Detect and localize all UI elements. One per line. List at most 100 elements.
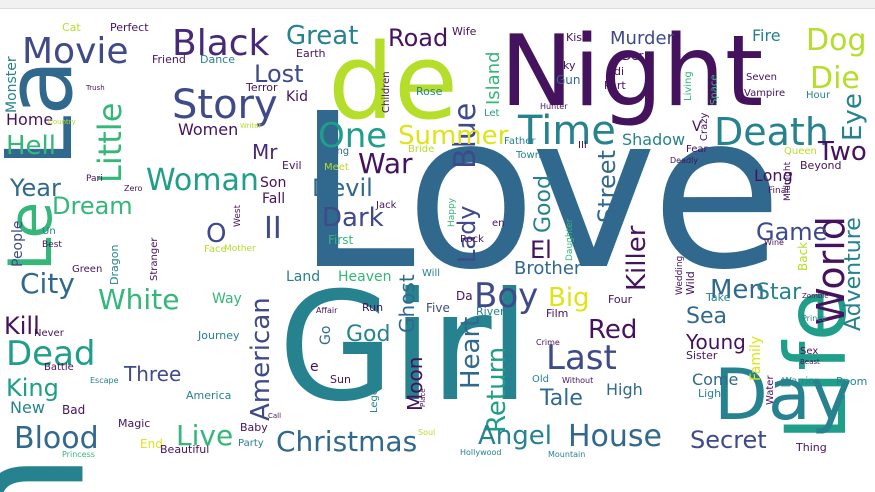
cloud-word-god: God [346,322,391,347]
cloud-word-home: Home [6,110,54,129]
cloud-word-star: Star [756,280,802,305]
cloud-word-little: Little [91,102,129,183]
cloud-word-murder: Murder [610,28,674,49]
cloud-word-kiss: Kiss [566,31,588,44]
cloud-word-dog: Dog [806,23,867,58]
cloud-word-friend: Friend [152,53,186,66]
cloud-word-boy: Boy [474,276,539,316]
cloud-word-party: Party [238,438,264,449]
cloud-word-kill: Kill [4,312,40,340]
cloud-word-best: Best [42,240,62,250]
cloud-word-journey: Journey [198,329,240,342]
cloud-word-without: Without [562,376,594,385]
cloud-word-beautiful: Beautiful [160,443,210,456]
cloud-word-final: Final [768,186,789,196]
cloud-word-angel: Angel [478,421,552,451]
cloud-word-three: Three [124,362,182,386]
cloud-word-kid: Kid [286,89,308,105]
cloud-word-white: White [98,283,180,316]
cloud-word-adventure: Adventure [841,217,866,331]
cloud-word-monster: Monster [4,56,20,113]
cloud-word-go: Go [318,325,334,345]
cloud-word-hunter: Hunter [540,102,568,111]
cloud-word-dance: Dance [200,53,235,66]
cloud-word-pari: Pari [86,174,103,184]
cloud-word-affair: Affair [316,306,338,315]
cloud-word-back: Back [796,241,810,271]
cloud-word-shadow: Shadow [622,130,686,149]
cloud-word-di: di [614,65,625,78]
cloud-word-long: Long [754,166,793,185]
cloud-word-beast: Beast [800,358,820,366]
cloud-word-face: Face [204,244,227,255]
cloud-word-thing: Thing [796,441,827,454]
cloud-word-fire: Fire [752,26,781,45]
cloud-word-el: El [530,236,552,264]
cloud-word-red: Red [588,315,638,345]
cloud-word-iii: III [578,140,587,151]
cloud-word-o: O [206,219,227,249]
cloud-word-summer: Summer [398,121,509,151]
cloud-word-sun: Sun [330,373,351,386]
cloud-word-wild: Wild [684,271,697,295]
cloud-word-wife: Wife [452,25,477,38]
cloud-word-vampire: Vampire [744,88,786,99]
cloud-word-first: First [328,233,354,247]
cloud-word-magic: Magic [118,417,151,430]
cloud-word-tale: Tale [540,386,583,411]
cloud-word-battle: Battle [44,362,74,373]
cloud-word-princess: Princess [62,450,95,459]
cloud-word-ghost: Ghost [395,274,419,333]
cloud-word-good: Good [531,175,556,233]
cloud-word-bad: Bad [62,403,86,417]
cloud-word-der: Der [622,49,644,63]
cloud-word-killer: Killer [622,225,652,291]
cloud-word-living: Living [683,71,694,101]
cloud-word-seven: Seven [746,72,777,83]
cloud-word-movie: Movie [22,31,129,72]
cloud-word-rock: Rock [460,234,484,245]
cloud-word-heart: Heart [456,316,486,389]
cloud-word-night: Night [500,15,764,129]
cloud-word-lost: Lost [254,60,304,88]
cloud-word-town: Town [516,150,542,161]
cloud-word-da: Da [456,289,473,303]
cloud-word-soul: Soul [418,428,436,437]
cloud-word-die: Die [810,61,860,96]
cloud-word-sister: Sister [686,349,718,362]
cloud-word-women: Women [178,120,239,139]
cloud-word-happy: Happy [447,197,457,227]
cloud-word-bride: Bride [408,144,435,155]
cloud-word-zombie: Zombie [802,292,829,300]
cloud-word-fear: Fear [686,144,708,155]
cloud-word-blood: Blood [14,421,99,456]
cloud-word-earth: Earth [296,47,326,60]
cloud-word-sex: Sex [800,346,819,357]
cloud-word-ii: II [264,211,282,246]
cloud-word-one: One [318,116,388,156]
cloud-word-house: House [568,419,663,454]
cloud-word-hell: Hell [6,131,56,161]
cloud-word-un: Un [42,226,56,237]
cloud-word-america: America [186,389,232,402]
cloud-word-road: Road [388,24,449,52]
cloud-word-take: Take [706,291,731,304]
cloud-word-song: Song [324,146,350,157]
cloud-word-evil: Evil [282,159,302,172]
cloud-word-devil: Devil [312,174,373,202]
cloud-word-story: Story [172,82,278,128]
cloud-word-trush: Trush [86,84,105,92]
cloud-word-prince: Prince [802,314,827,323]
cloud-word-wine: Wine [764,238,784,247]
cloud-word-place: Place [419,388,427,407]
cloud-word-escape: Escape [90,376,119,385]
cloud-word-will: Will [422,268,441,279]
cloud-word-stranger: Stranger [149,237,160,281]
cloud-word-year: Year [10,174,61,202]
cloud-word-legend: Legend [369,376,380,413]
cloud-word-woman: Woman [146,163,259,198]
cloud-word-light: Light [698,387,726,400]
cloud-word-live: Live [176,419,234,452]
cloud-word-film: Film [546,307,569,320]
cloud-word-eye: Eye [838,93,868,141]
